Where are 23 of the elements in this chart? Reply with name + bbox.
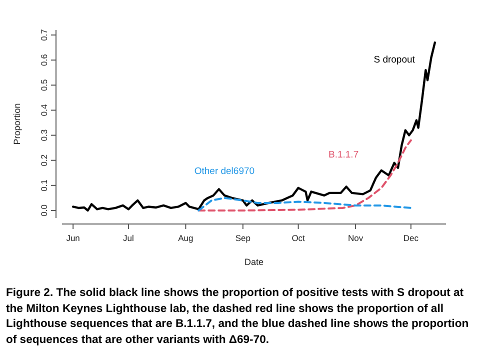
x-tick-label: Oct	[292, 233, 306, 243]
line-series	[72, 41, 436, 212]
x-tick-label: Sep	[235, 233, 251, 243]
text: B.1.1.7	[328, 149, 359, 160]
y-tick-label: 0.7	[39, 28, 49, 41]
x-tick-label: Dec	[403, 233, 420, 243]
y-axis-title: Proportion	[12, 103, 22, 145]
series-label: S dropout	[374, 54, 416, 66]
y-tick-label: 0.2	[39, 154, 49, 166]
y-tick-label: 0.1	[39, 179, 49, 192]
x-tick-label: Nov	[348, 233, 364, 243]
y-tick-label: 0.6	[39, 54, 49, 66]
x-tick-label: Jun	[66, 233, 80, 243]
x-axis-title: Date	[244, 257, 264, 267]
line-series	[198, 196, 412, 212]
x-tick-label: Aug	[178, 233, 194, 243]
x-tick-label: Jul	[123, 233, 134, 243]
y-tick-label: 0.0	[39, 204, 49, 216]
y-tick-label: 0.3	[39, 129, 49, 142]
text: Other del6970	[194, 166, 255, 177]
y-tick-label: 0.5	[39, 78, 49, 92]
caption: Figure 2. The solid black line shows the proportion of positive tests with S dropout at the Milton Keynes Lighthouse lab, the dashed red line shows the proportion of all Lighthouse sequences that are B.1.1.7, and the blue dashed line shows the proportion of sequences that are other variants with Δ69-70.	[6, 286, 470, 348]
y-tick-label: 0.4	[39, 104, 49, 116]
